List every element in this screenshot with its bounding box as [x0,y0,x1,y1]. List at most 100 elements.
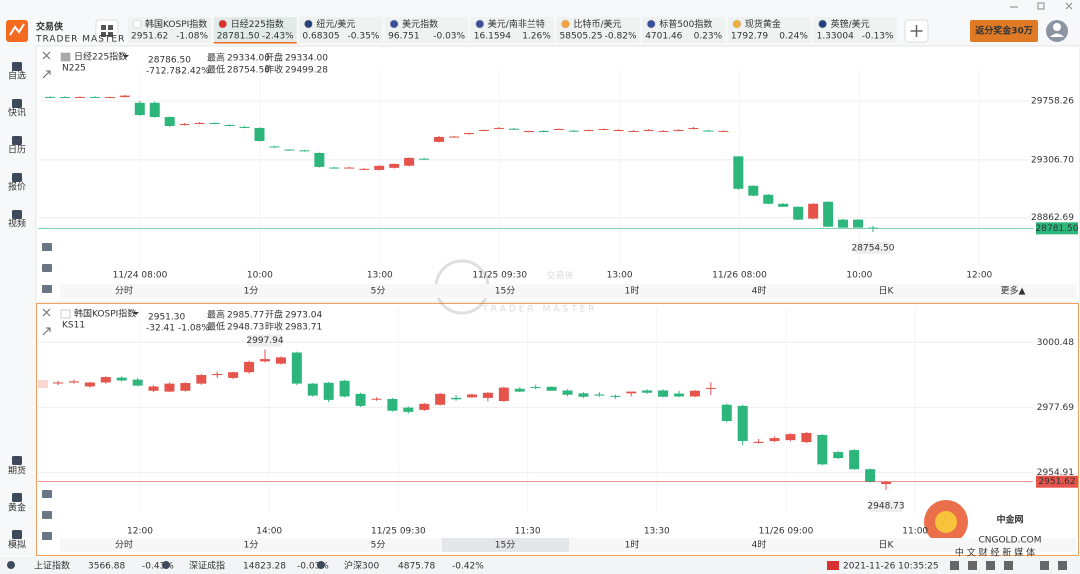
candle-body [228,372,239,378]
bottom-panel [36,303,1079,556]
sidebar-icon[interactable] [12,99,22,108]
symbol-name[interactable]: 韩国KOSPI指数 [74,308,136,320]
candle-body [451,397,462,400]
candle-body [643,130,654,132]
timeframe-tab[interactable]: 分时 [115,285,133,297]
candle-body [763,194,774,204]
x-tick-label: 11/25 09:30 [472,271,527,281]
candle-body [275,357,286,364]
tool-icon[interactable] [42,243,52,251]
x-tick-label: 12:00 [127,527,153,537]
candle-body [404,157,415,166]
ticker-tab[interactable]: 日经225指数 28781.50 -2.43% [213,17,297,44]
stat-label: 开盘 [265,52,283,64]
timeframe-tab[interactable]: 1时 [625,539,640,551]
ticker-flag [732,19,742,29]
symbol-code: KS11 [62,321,85,331]
stat-label: 开盘 [265,309,283,321]
ticker-tab[interactable]: 标普500指数 4701.46 0.23% [642,17,726,43]
timeframe-tab[interactable]: 更多▲ [1001,285,1026,297]
symbol-code: N225 [62,64,86,74]
promo-text[interactable]: 返分奖金30万 [975,25,1033,37]
add-button[interactable] [904,19,929,43]
dropdown-arrow[interactable] [123,55,129,58]
candle-body [74,96,85,98]
timeframe-tab[interactable]: 分时 [115,539,133,551]
candle-body [721,404,732,421]
left-price-tick [38,380,48,388]
timeframe-tab[interactable]: 4时 [752,285,767,297]
candle-body [881,481,891,485]
sidebar-icon[interactable] [12,493,22,502]
ticker-tab[interactable]: 比特币/美元 58505.25 -0.82% [556,17,640,43]
window-controls[interactable] [1010,2,1073,10]
datetime: 2021-11-26 10:35:25 [843,562,939,572]
ticker-bg [299,17,383,43]
stat-value: 29334.00 [285,54,328,64]
ticker-name: 标普500指数 [659,18,712,30]
timeframe-tab[interactable]: 4时 [752,539,767,551]
ticker-flag [818,19,827,29]
last-price-tag [1036,475,1078,488]
timeframe-tab[interactable]: 日K [879,286,895,297]
symbol-name[interactable]: 日经225指数 [74,51,127,63]
timeframe-tab[interactable]: 1分 [244,286,259,297]
sidebar-icon[interactable] [12,210,22,219]
candle-body [68,381,79,383]
timeframe-tab[interactable]: 15分 [495,286,515,297]
sidebar-label[interactable]: 报价 [8,181,26,193]
sidebar-label[interactable]: 期货 [8,465,26,477]
sidebar-label[interactable]: 模拟 [8,539,26,551]
candle-body [598,128,609,130]
sidebar-label[interactable]: 视频 [8,218,26,230]
expand-icon[interactable] [42,70,51,79]
close-icon[interactable] [42,308,51,317]
promo-banner[interactable] [970,20,1038,42]
ticker-tab[interactable]: 美元指数 96.751 -0.03% [385,17,469,43]
timeframe-tab[interactable]: 1时 [625,285,640,297]
ticker-tab[interactable]: 美元/南非兰特 16.1594 1.26% [470,17,554,43]
candle-body [463,133,474,135]
candle-body [314,152,325,167]
candle-body [45,96,55,98]
close-icon[interactable] [42,51,51,60]
candle-body [817,434,828,465]
timeframe-tab[interactable]: 1分 [244,540,259,551]
y-tick-label: 29306.70 [1031,155,1074,165]
timeframe-tab[interactable]: 5分 [371,286,386,297]
ticker-tab[interactable]: 现货黄金 1792.79 0.24% [727,17,811,43]
logo-glyph [9,23,25,36]
ticker-price: 16.1594 [474,32,511,42]
sidebar-icon[interactable] [12,530,22,539]
ticker-name: 现货黄金 [745,18,781,30]
sidebar-icon[interactable] [12,62,22,71]
tool-icon[interactable] [42,532,52,540]
ticker-tab[interactable]: 英镑/美元 1.33004 -0.13% [813,17,897,43]
index-name[interactable]: 沪深300 [344,560,379,572]
dropdown-arrow[interactable] [133,312,139,315]
tool-icon[interactable] [42,285,52,293]
sidebar-label[interactable]: 自选 [8,70,26,82]
tool-icon[interactable] [42,264,52,272]
last-price-label: 28781.50 [1036,224,1079,234]
grid-button[interactable] [95,19,119,43]
timeframe-tab[interactable]: 5分 [371,540,386,551]
expand-icon[interactable] [42,327,51,336]
candle-body [389,163,400,168]
ticker-change: 0.24% [779,32,808,42]
tool-icon[interactable] [42,490,52,498]
sidebar-label[interactable]: 日历 [8,145,26,156]
index-name[interactable]: 上证指数 [34,560,70,572]
sidebar-icon[interactable] [12,173,22,182]
tool-icon[interactable] [42,511,52,519]
candle-body [284,149,295,151]
sidebar-icon[interactable] [12,136,22,145]
timeframe-tab[interactable]: 日K [879,540,895,551]
timeframe-tab[interactable]: 15分 [495,540,515,551]
ticker-tab[interactable]: 韩国KOSPI指数 2951.62 -1.08% [128,17,211,43]
sidebar-label[interactable]: 黄金 [8,502,26,514]
index-name[interactable]: 深证成指 [189,560,225,572]
sidebar-icon[interactable] [12,456,22,465]
ticker-tab[interactable]: 纽元/美元 0.68305 -0.35% [299,17,383,43]
sidebar-label[interactable]: 快讯 [8,107,26,119]
